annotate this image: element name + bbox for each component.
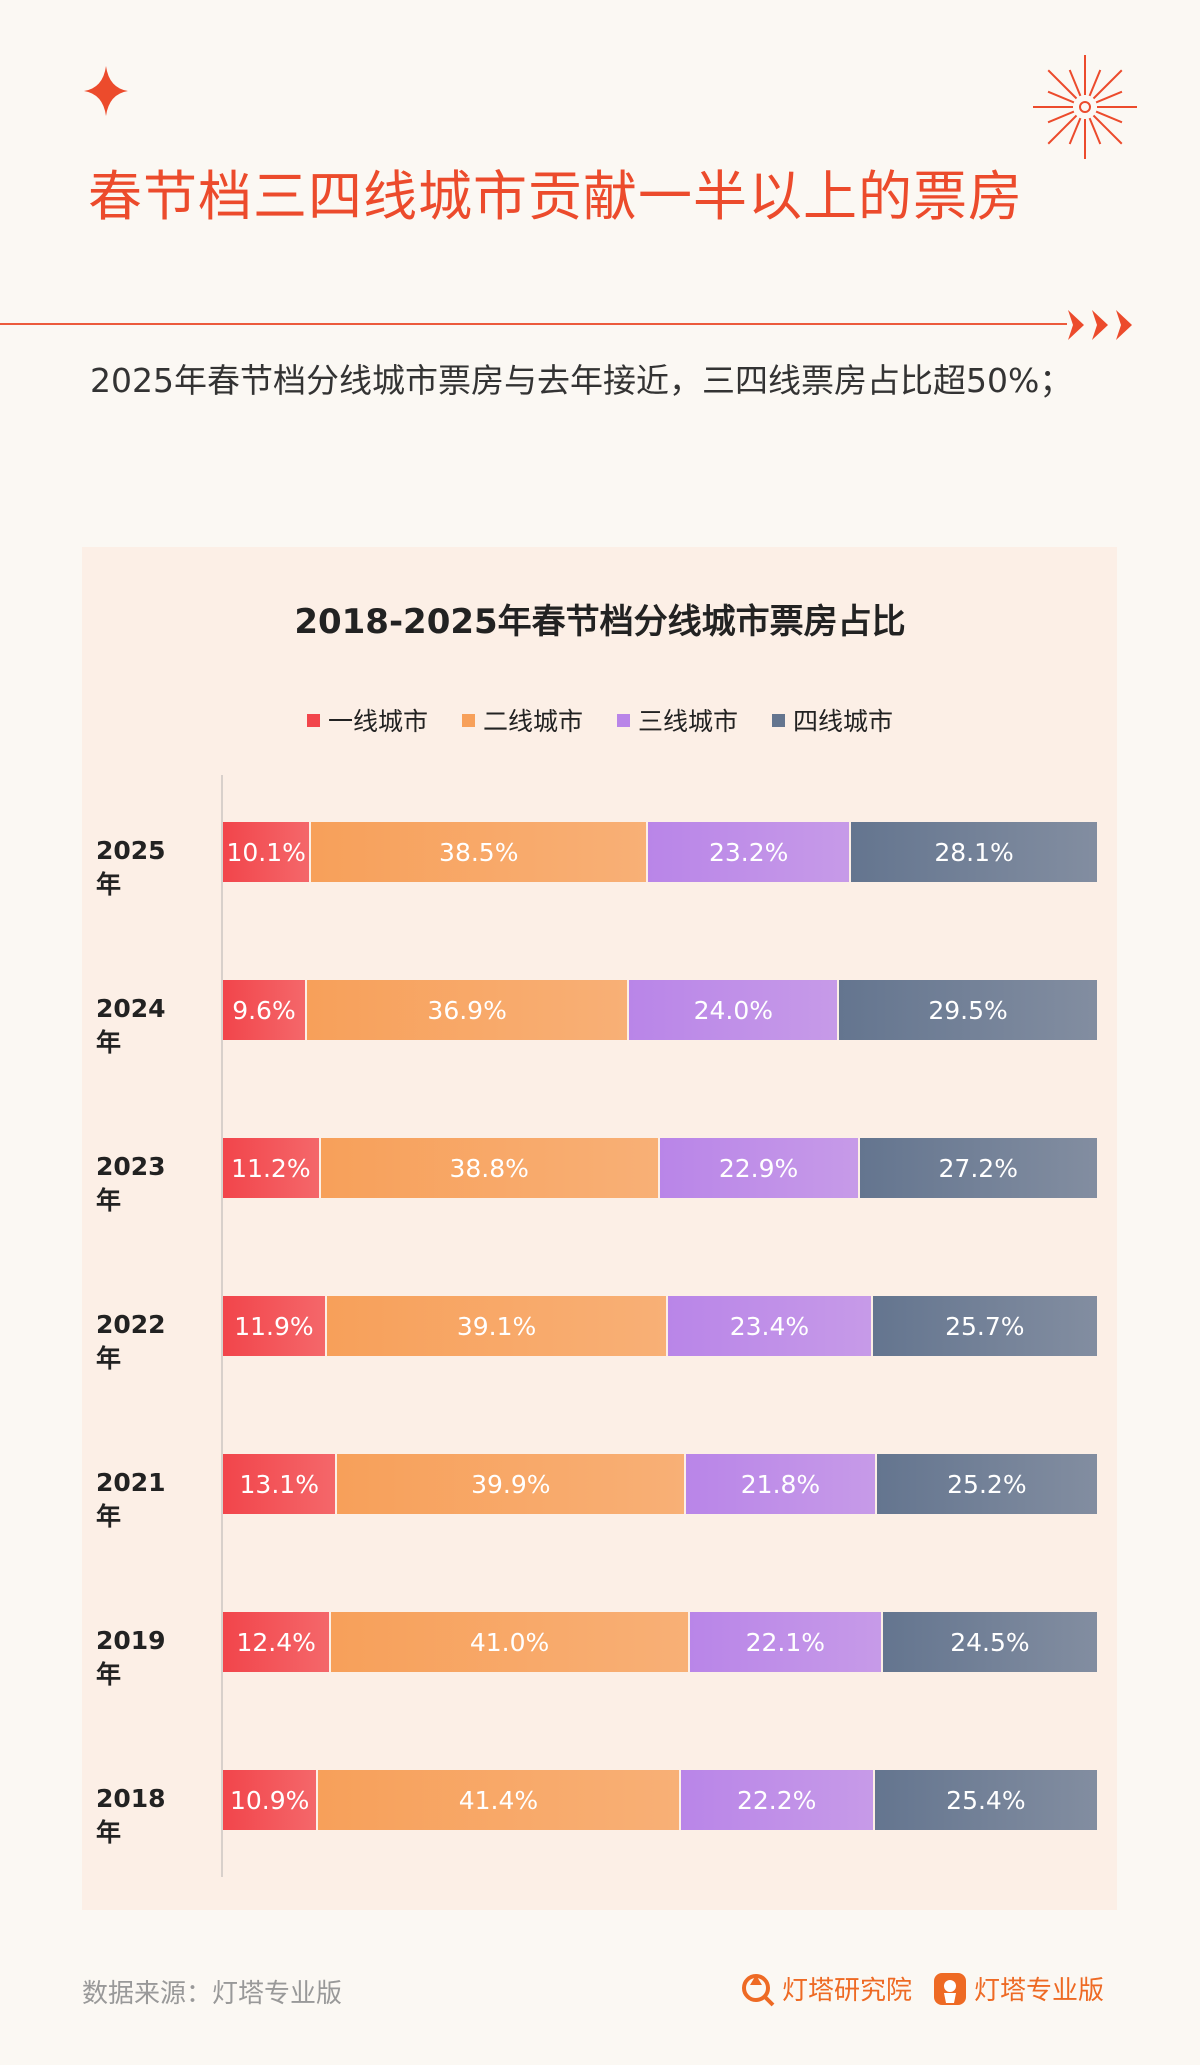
brand-pro: 灯塔专业版 (932, 1970, 1104, 2007)
lighthouse-app-icon (934, 1972, 967, 2005)
legend-label: 一线城市 (327, 707, 428, 736)
subtitle: 2025年春节档分线城市票房与去年接近，三四线票房占比超50%； (90, 361, 1073, 400)
y-tick-label: 2023年 (96, 1152, 166, 1215)
bar-segment: 11.9% (223, 1296, 327, 1356)
bar-segment: 41.0% (331, 1612, 690, 1672)
firework-icon (1033, 55, 1137, 159)
brand-research: 灯塔研究院 (740, 1970, 912, 2007)
bar-segment: 22.2% (680, 1770, 875, 1830)
bar-segment: 25.4% (874, 1770, 1097, 1830)
bar-segment: 25.2% (876, 1454, 1097, 1514)
bar-segment: 24.0% (629, 980, 840, 1040)
legend: 一线城市 二线城市 三线城市 四线城市 (0, 702, 1200, 738)
legend-item: 一线城市 (306, 702, 428, 738)
bar-segment: 25.7% (872, 1296, 1097, 1356)
bar-segment: 12.4% (223, 1612, 332, 1672)
arrows-icon (1068, 310, 1132, 340)
bar-segment: 29.5% (839, 980, 1097, 1040)
bar-segment: 22.9% (659, 1138, 860, 1198)
legend-item: 三线城市 (617, 702, 738, 738)
bar-segment: 24.5% (882, 1612, 1097, 1672)
legend-swatch (772, 713, 786, 727)
y-tick-label: 2019年 (96, 1626, 166, 1689)
bar-segment: 27.2% (859, 1138, 1097, 1198)
source-note: 数据来源：灯塔专业版 (82, 1979, 343, 2009)
legend-swatch (306, 713, 320, 727)
legend-label: 二线城市 (482, 707, 583, 736)
legend-label: 四线城市 (793, 707, 894, 736)
legend-item: 四线城市 (772, 702, 893, 738)
brand-logos: 灯塔研究院 灯塔专业版 (740, 1970, 1104, 2007)
bar-segment: 9.6% (223, 980, 307, 1040)
bar-segment: 36.9% (306, 980, 630, 1040)
chart-title: 2018-2025年春节档分线城市票房占比 (294, 602, 906, 642)
legend-label: 三线城市 (638, 707, 739, 736)
bar-segment: 23.2% (648, 822, 852, 882)
y-axis-line (221, 775, 223, 1877)
y-tick-label: 2021年 (96, 1468, 166, 1531)
legend-swatch (461, 713, 475, 727)
bar-segment: 39.9% (337, 1454, 687, 1514)
bar-segment: 22.1% (689, 1612, 883, 1672)
brand-pro-label: 灯塔专业版 (974, 1976, 1105, 2006)
chart-panel (82, 547, 1117, 1910)
sparkle-icon (84, 66, 128, 116)
bar-segment: 38.8% (320, 1138, 660, 1198)
divider (0, 323, 1067, 325)
y-tick-label: 2024年 (96, 994, 166, 1057)
bar-segment: 41.4% (318, 1770, 681, 1830)
bar-segment: 21.8% (686, 1454, 877, 1514)
bar-segment: 11.2% (223, 1138, 321, 1198)
bar-segment: 23.4% (668, 1296, 873, 1356)
bar-segment: 10.9% (223, 1770, 319, 1830)
bar-segment: 13.1% (223, 1454, 338, 1514)
brand-research-label: 灯塔研究院 (782, 1976, 913, 2006)
legend-item: 二线城市 (461, 702, 583, 738)
y-tick-label: 2018年 (96, 1784, 166, 1847)
bar-segment: 28.1% (851, 822, 1097, 882)
lighthouse-search-icon (742, 1973, 775, 2006)
page-title: 春节档三四线城市贡献一半以上的票房 (88, 165, 1023, 228)
legend-swatch (617, 713, 630, 727)
bar-segment: 38.5% (311, 822, 649, 882)
bar-segment: 39.1% (326, 1296, 669, 1356)
y-tick-label: 2025年 (96, 836, 166, 899)
bar-segment: 10.1% (223, 822, 312, 882)
y-tick-label: 2022年 (96, 1310, 166, 1373)
